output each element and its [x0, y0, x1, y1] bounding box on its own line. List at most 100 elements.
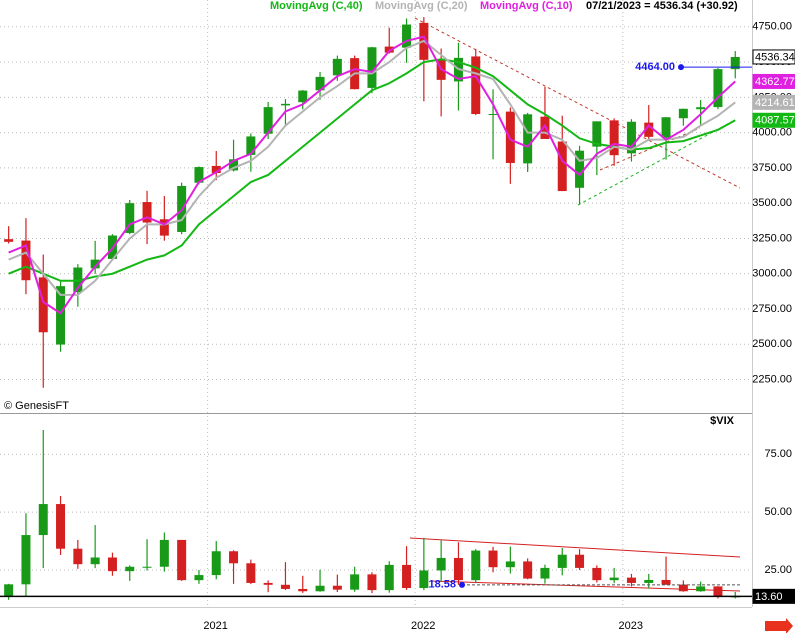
candle-body — [505, 561, 515, 568]
candle-body — [367, 574, 377, 591]
candle-body — [540, 567, 550, 579]
y-tick-label: 3000.00 — [752, 268, 792, 280]
candle-body — [557, 141, 567, 192]
candle-body — [38, 504, 48, 536]
candle-body — [505, 111, 515, 163]
candle-body — [730, 57, 740, 70]
candle-body — [350, 574, 360, 590]
candle-body — [626, 121, 636, 154]
value-box — [752, 112, 795, 128]
candle-body — [471, 550, 481, 581]
candle-body — [194, 575, 204, 581]
moving-average-line — [8, 35, 736, 315]
y-tick-label: 50.00 — [764, 506, 792, 518]
candle-body — [229, 159, 239, 171]
candle-body — [298, 588, 308, 592]
candle-body — [125, 566, 135, 572]
y-tick-label: 2500.00 — [752, 338, 792, 350]
value-label: 4087.57 — [755, 115, 795, 127]
candle-body — [211, 165, 221, 173]
candle-body — [713, 586, 723, 597]
candle-body — [90, 557, 100, 565]
candle-body — [263, 582, 273, 585]
candle-body — [488, 114, 498, 116]
candle-body — [332, 58, 342, 76]
candle-body — [696, 107, 706, 110]
y-tick-label: 3750.00 — [752, 162, 792, 174]
candle-body — [4, 239, 14, 242]
moving-average-line — [8, 39, 736, 296]
level-dot — [678, 64, 684, 71]
value-label: 13.60 — [755, 591, 783, 603]
candle-body — [661, 579, 671, 585]
value-box — [752, 49, 795, 65]
candle-body — [592, 121, 602, 147]
y-tick-label: 2250.00 — [752, 373, 792, 385]
candle-body — [246, 563, 256, 583]
y-tick-label: 25.00 — [764, 564, 792, 576]
candle-body — [402, 564, 412, 589]
y-tick-label: 75.00 — [764, 448, 792, 460]
candle-body — [609, 120, 619, 156]
candle-body — [4, 584, 14, 596]
value-box — [752, 73, 795, 89]
candle-body — [21, 535, 31, 585]
candle-body — [678, 584, 688, 592]
level-dot — [459, 581, 465, 588]
arrow-icon[interactable] — [765, 618, 793, 633]
candle-body — [194, 167, 204, 183]
candle-body — [177, 539, 187, 581]
x-tick-label: 2021 — [203, 620, 227, 632]
candle-body — [125, 203, 135, 233]
y-tick-label: 3500.00 — [752, 197, 792, 209]
candle-body — [159, 539, 169, 567]
candle-body — [575, 150, 585, 188]
source: © GenesisFT — [4, 400, 69, 412]
candle-body — [471, 56, 481, 115]
candle-body — [696, 586, 706, 592]
candle-body — [453, 557, 463, 581]
candle-body — [575, 554, 585, 568]
candle-body — [142, 566, 152, 568]
candle-body — [644, 579, 654, 583]
candle-body — [713, 69, 723, 108]
candle-body — [142, 202, 152, 223]
x-tick-label: 2023 — [619, 620, 643, 632]
candle-body — [56, 286, 66, 345]
candle-body — [280, 584, 290, 589]
candle-body — [246, 136, 256, 155]
candle-body — [298, 90, 308, 103]
candle-body — [211, 551, 221, 576]
value-box — [752, 588, 795, 604]
candle-body — [38, 277, 48, 333]
candle-body — [159, 219, 169, 236]
candle-body — [263, 107, 273, 134]
value-label: 4214.61 — [755, 97, 795, 109]
trendline — [429, 580, 741, 592]
level-label: 18.58 — [428, 579, 456, 591]
candle-body — [661, 117, 671, 138]
candle-body — [592, 567, 602, 581]
y-tick-label: 3250.00 — [752, 232, 792, 244]
candle-body — [280, 103, 290, 106]
candle-body — [644, 122, 654, 137]
candle-body — [315, 76, 325, 91]
candle-body — [557, 554, 567, 568]
candle-body — [107, 557, 117, 572]
candle-body — [626, 577, 636, 583]
candle-body — [384, 564, 394, 591]
level-label: 4464.00 — [635, 61, 675, 73]
candle-body — [419, 570, 429, 589]
header: 07/21/2023 = 4536.34 (+30.92) — [586, 0, 738, 12]
value-label: 4362.77 — [755, 76, 795, 88]
candle-body — [384, 46, 394, 53]
value-box — [752, 94, 795, 110]
candle-body — [367, 47, 377, 88]
legend-entry: MovingAvg (C,10) — [480, 0, 573, 12]
candle-body — [56, 504, 66, 549]
legend-entry: MovingAvg (C,20) — [375, 0, 468, 12]
y-tick-label: 4750.00 — [752, 21, 792, 33]
candle-body — [678, 108, 688, 119]
y-tick-label: 4000.00 — [752, 127, 792, 139]
